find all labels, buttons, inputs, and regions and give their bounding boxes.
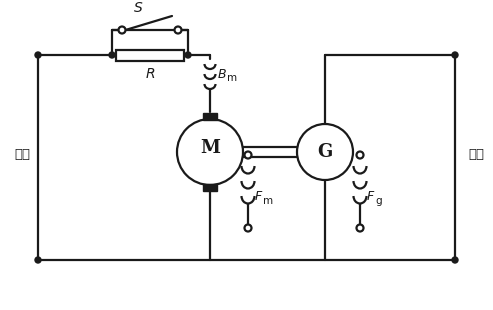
Text: S: S	[134, 1, 142, 15]
Bar	[116, 50, 184, 60]
Circle shape	[35, 52, 41, 58]
Circle shape	[297, 124, 353, 180]
Circle shape	[109, 52, 115, 58]
Bar	[203, 184, 217, 191]
Text: F: F	[367, 190, 374, 203]
Circle shape	[35, 257, 41, 263]
Text: 电源: 电源	[14, 148, 30, 162]
Text: m: m	[227, 73, 237, 83]
Circle shape	[185, 52, 191, 58]
Text: m: m	[263, 197, 273, 206]
Text: g: g	[375, 197, 382, 206]
Circle shape	[356, 152, 363, 158]
Circle shape	[245, 224, 251, 232]
Circle shape	[118, 26, 126, 33]
Circle shape	[452, 52, 458, 58]
Text: 负载: 负载	[468, 148, 484, 162]
Bar	[203, 113, 217, 120]
Text: B: B	[218, 68, 227, 81]
Circle shape	[356, 224, 363, 232]
Text: F: F	[255, 190, 262, 203]
Text: G: G	[317, 143, 333, 161]
Circle shape	[452, 257, 458, 263]
Circle shape	[245, 152, 251, 158]
Circle shape	[177, 119, 243, 185]
Circle shape	[175, 26, 181, 33]
Text: R: R	[145, 67, 155, 81]
Text: M: M	[200, 139, 220, 157]
